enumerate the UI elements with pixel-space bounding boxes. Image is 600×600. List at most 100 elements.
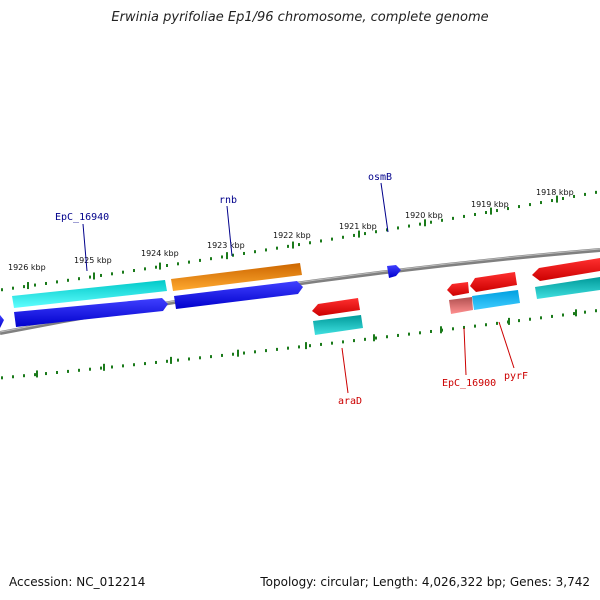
minor-tick (56, 280, 58, 284)
gene-arrow-pyrf (470, 272, 517, 292)
minor-tick (221, 353, 223, 357)
minor-tick (529, 203, 531, 207)
major-tick (440, 326, 442, 334)
minor-tick (100, 366, 102, 370)
gene-arrow-epc16900-cds (449, 297, 473, 314)
tick-label: 1924 kbp (141, 249, 179, 258)
minor-tick (518, 205, 520, 209)
minor-tick (430, 329, 432, 333)
minor-tick (199, 258, 201, 262)
minor-tick (375, 336, 377, 340)
label-leader-lines (82, 182, 515, 394)
minor-tick (584, 192, 586, 196)
minor-tick (320, 342, 322, 346)
minor-tick (78, 368, 80, 372)
minor-tick (12, 375, 14, 379)
minor-tick (243, 251, 245, 255)
inner-tick-ring (1, 309, 597, 380)
minor-tick (584, 310, 586, 314)
minor-tick (353, 339, 355, 343)
minor-tick (298, 345, 300, 349)
minor-tick (562, 313, 564, 317)
reverse-strand-genes (312, 258, 600, 335)
gene-arrow-osmb (387, 265, 401, 278)
minor-tick (1, 288, 3, 292)
tick-label: 1922 kbp (273, 231, 311, 240)
gene-arrow-epc16900 (447, 282, 469, 296)
minor-tick (397, 333, 399, 337)
major-tick (159, 262, 161, 270)
minor-tick (45, 372, 47, 376)
minor-tick (540, 316, 542, 320)
minor-tick (452, 216, 454, 220)
minor-tick (67, 278, 69, 282)
minor-tick (23, 374, 25, 378)
minor-tick (309, 344, 311, 348)
gene-arrow-forward (0, 315, 4, 328)
minor-tick (111, 272, 113, 276)
minor-tick (122, 364, 124, 368)
minor-tick (210, 355, 212, 359)
minor-tick (265, 248, 267, 252)
minor-tick (474, 324, 476, 328)
tick-label: 1920 kbp (405, 211, 443, 220)
minor-tick (12, 286, 14, 290)
gene-arrow-arad (312, 298, 360, 316)
major-tick (93, 272, 95, 280)
minor-tick (419, 331, 421, 335)
gene-label-arad: araD (338, 396, 362, 407)
major-tick (508, 317, 510, 325)
minor-tick (342, 235, 344, 239)
major-tick (373, 334, 375, 342)
minor-tick (199, 356, 201, 360)
tick-label: 1921 kbp (339, 222, 377, 231)
minor-tick (232, 352, 234, 356)
major-tick (358, 230, 360, 238)
minor-tick (89, 275, 91, 279)
minor-tick (573, 194, 575, 198)
minor-tick (276, 347, 278, 351)
minor-tick (100, 273, 102, 277)
minor-tick (133, 269, 135, 273)
gene-arrow-right-edge-cds (535, 277, 600, 299)
accession-label: Accession: NC_012214 (9, 575, 146, 589)
minor-tick (144, 362, 146, 366)
tick-label: 1923 kbp (207, 241, 245, 250)
minor-tick (254, 350, 256, 354)
major-tick (305, 342, 307, 350)
gene-arrow-right-edge (532, 258, 600, 281)
minor-tick (595, 309, 597, 313)
gene-arrow-pyrf-cds (472, 290, 520, 310)
gene-label-epc16900: EpC_16900 (442, 378, 496, 389)
tick-label: 1926 kbp (8, 263, 46, 272)
minor-tick (56, 370, 58, 374)
minor-tick (573, 312, 575, 316)
minor-tick (34, 373, 36, 377)
minor-tick (287, 244, 289, 248)
minor-tick (23, 285, 25, 289)
gene-arrow-epc16940-cds (12, 280, 167, 308)
minor-tick (408, 332, 410, 336)
minor-tick (45, 281, 47, 285)
minor-tick (386, 335, 388, 339)
genome-info-label: Topology: circular; Length: 4,026,322 bp… (260, 575, 590, 589)
minor-tick (397, 226, 399, 230)
minor-tick (276, 246, 278, 250)
minor-tick (177, 358, 179, 362)
minor-tick (463, 325, 465, 329)
leader-pyrf (498, 321, 515, 369)
tick-label: 1918 kbp (536, 188, 574, 197)
minor-tick (265, 349, 267, 353)
minor-tick (243, 351, 245, 355)
minor-tick (309, 241, 311, 245)
minor-tick (496, 209, 498, 213)
minor-tick (485, 323, 487, 327)
minor-tick (364, 232, 366, 236)
leader-epc16900 (463, 327, 467, 376)
minor-tick (430, 220, 432, 224)
minor-tick (188, 357, 190, 361)
minor-tick (507, 207, 509, 211)
minor-tick (331, 341, 333, 345)
major-tick (490, 207, 492, 215)
